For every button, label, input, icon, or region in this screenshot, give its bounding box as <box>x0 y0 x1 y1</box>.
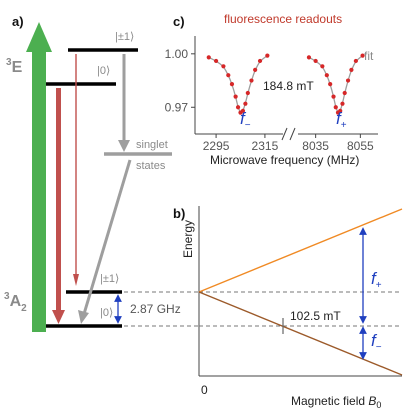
panel-b-zeeman-diagram: b) Energy 102.5 mT f+ f− 0 Magnetic fiel… <box>173 206 403 410</box>
panel-c-label: c) <box>173 14 185 29</box>
fit-label: fit <box>364 49 374 63</box>
data-point <box>206 55 211 60</box>
singlet-label-2: states <box>136 160 166 172</box>
data-point <box>342 90 347 96</box>
ground-level-pm1-label: |±1⟩ <box>100 273 119 285</box>
data-point <box>306 55 312 60</box>
data-point <box>226 73 231 78</box>
lower-branch-line <box>198 291 403 376</box>
data-point <box>265 53 270 58</box>
x-ticks: 2295 2315 8035 8055 <box>203 134 374 153</box>
data-point <box>331 94 336 99</box>
data-point <box>229 82 235 87</box>
data-point <box>349 67 354 72</box>
data-point <box>320 64 325 69</box>
x-zero-label: 0 <box>201 383 208 397</box>
energy-axis-label: Energy <box>181 220 195 258</box>
excited-level-pm1-label: |±1⟩ <box>115 31 134 43</box>
splitting-label: 2.87 GHz <box>130 302 181 316</box>
upper-term-label: 3E <box>6 57 23 76</box>
data-point <box>213 58 219 64</box>
dip-minus-label: f− <box>240 109 251 131</box>
y-tick-label: 0.97 <box>165 100 189 114</box>
f-plus-label: f+ <box>371 269 382 291</box>
data-point <box>221 64 226 69</box>
lower-term-label: 3A2 <box>4 291 27 314</box>
x-tick-label: 8055 <box>347 139 374 153</box>
x-tick-label: 8035 <box>302 139 329 153</box>
data-point <box>245 90 250 96</box>
data-point <box>243 101 248 106</box>
data-point <box>333 105 338 110</box>
data-point <box>233 94 238 99</box>
emission-arrow-weak <box>73 54 79 286</box>
emission-arrow-strong <box>52 88 65 324</box>
x-tick-label: 2295 <box>203 139 230 153</box>
x-tick-label: 2315 <box>252 139 279 153</box>
excited-level-0-label: |0⟩ <box>97 65 110 77</box>
data-point <box>338 108 343 113</box>
isc-arrow-down <box>118 54 130 152</box>
singlet-label-1: singlet <box>136 139 168 151</box>
upper-branch-line <box>198 208 403 293</box>
panel-a-energy-level-diagram: a) 3E 3A2 |±1⟩ |0⟩ |±1⟩ |0⟩ singlet stat… <box>4 14 200 332</box>
chart-title: fluorescence readouts <box>224 12 342 26</box>
field-axis-label: Magnetic field B0 <box>291 394 381 410</box>
f-minus-label: f− <box>371 331 382 353</box>
fit-curve <box>308 55 363 113</box>
ground-level-0-label: |0⟩ <box>100 307 113 319</box>
data-point <box>240 108 246 113</box>
data-point <box>328 82 333 87</box>
axis-break <box>281 127 296 141</box>
panel-c-odmr-chart: c) fluorescence readouts 1.00 0.97 2295 23… <box>165 12 378 167</box>
crossing-label: 102.5 mT <box>290 309 341 323</box>
x-axis-label: Microwave frequency (MHz) <box>210 153 359 167</box>
data-point <box>235 105 241 110</box>
data-point <box>345 78 351 83</box>
data-point <box>353 58 358 64</box>
data-point <box>360 53 365 58</box>
data-point <box>253 67 258 72</box>
data-point <box>257 58 263 64</box>
y-ticks: 1.00 0.97 <box>165 47 195 114</box>
dip-plus-label: f+ <box>336 109 347 131</box>
excitation-arrow <box>26 22 52 332</box>
data-points <box>206 53 365 115</box>
separation-label: 184.8 mT <box>263 79 314 93</box>
data-point <box>340 101 345 106</box>
isc-arrow-to-ground <box>78 159 132 324</box>
data-point <box>313 58 318 64</box>
y-tick-label: 1.00 <box>165 47 189 61</box>
panel-b-label: b) <box>173 206 185 221</box>
panel-a-label: a) <box>12 14 24 29</box>
data-point <box>249 78 254 83</box>
data-point <box>324 73 329 78</box>
fit-curve <box>208 55 268 113</box>
